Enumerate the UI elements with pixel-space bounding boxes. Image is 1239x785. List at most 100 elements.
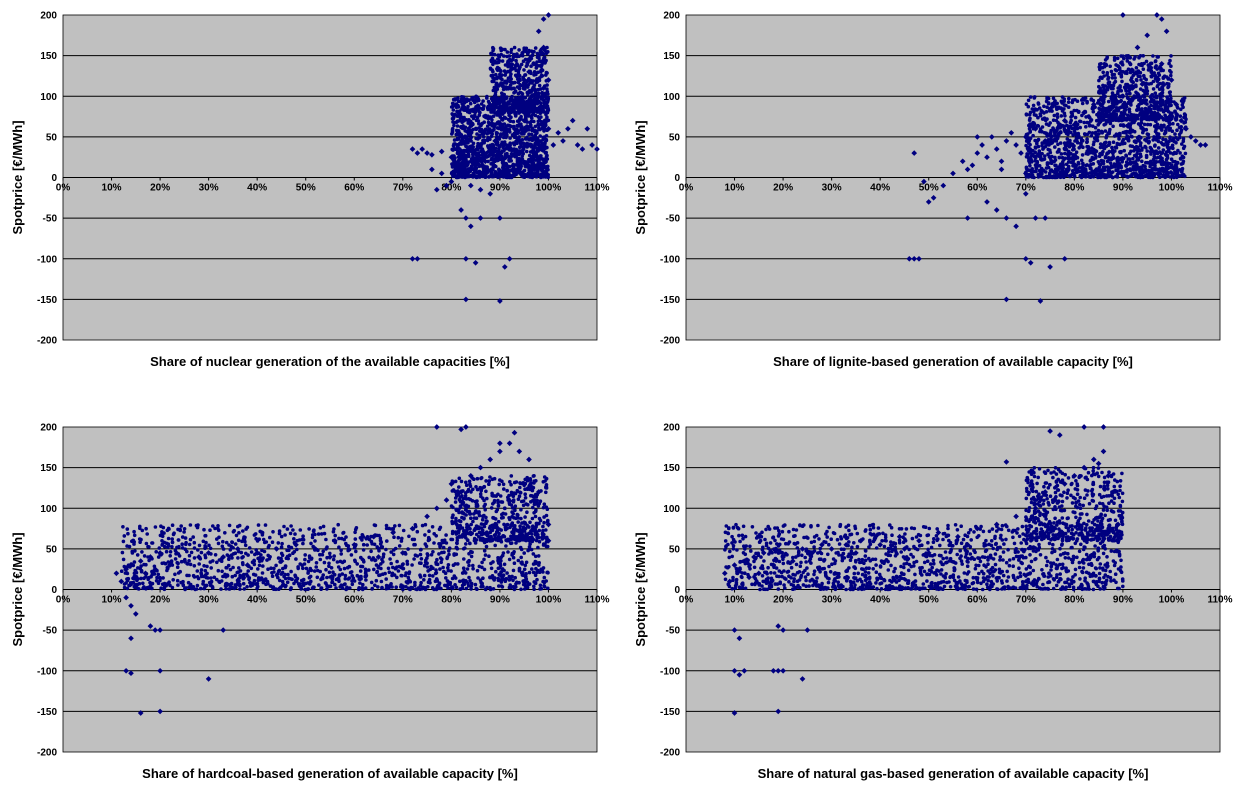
data-point: [346, 577, 351, 581]
data-point: [489, 566, 494, 571]
data-point: [1113, 79, 1118, 84]
data-point: [1182, 115, 1186, 120]
data-point: [1169, 103, 1173, 108]
data-point: [365, 543, 370, 547]
y-tick-label: -100: [660, 254, 680, 265]
data-point: [1108, 161, 1113, 165]
data-point: [384, 547, 388, 552]
data-point: [1039, 157, 1043, 161]
data-point: [1113, 149, 1117, 153]
y-axis-label: Spotprice [€/MWh]: [633, 120, 648, 234]
data-point: [511, 103, 515, 107]
data-point: [497, 120, 502, 124]
data-point: [1038, 170, 1043, 175]
data-point: [454, 120, 459, 124]
data-point: [1138, 63, 1143, 67]
data-point: [1105, 118, 1110, 122]
data-point: [490, 68, 495, 72]
data-point: [474, 156, 479, 160]
data-point: [474, 586, 479, 591]
data-point: [520, 130, 524, 135]
data-point: [539, 147, 544, 151]
data-point: [1028, 163, 1032, 168]
data-point: [1144, 139, 1149, 143]
data-point: [219, 587, 223, 591]
data-point: [1163, 175, 1167, 180]
data-point: [1041, 147, 1045, 151]
data-point: [1086, 145, 1091, 149]
data-point: [175, 560, 179, 565]
data-point: [279, 545, 284, 549]
data-point: [532, 49, 536, 54]
data-point: [497, 152, 502, 157]
data-point: [1165, 95, 1169, 99]
data-point: [517, 152, 521, 157]
data-point: [1030, 167, 1034, 171]
data-point: [301, 534, 305, 538]
data-point: [195, 583, 200, 588]
data-point: [528, 96, 533, 101]
data-point: [482, 114, 487, 119]
data-point: [1077, 134, 1081, 138]
data-point: [1142, 122, 1147, 127]
data-point: [1169, 73, 1173, 78]
data-point: [1123, 86, 1128, 91]
data-point: [1111, 86, 1115, 91]
data-point: [1028, 129, 1032, 133]
data-point: [515, 148, 519, 153]
data-point: [522, 68, 526, 72]
data-point: [1099, 151, 1104, 155]
data-point: [1123, 141, 1127, 146]
data-point: [518, 159, 522, 163]
data-point: [1116, 167, 1120, 171]
data-point: [245, 525, 250, 530]
x-tick-label: 80%: [1064, 183, 1084, 194]
data-point: [331, 557, 336, 562]
data-point: [1064, 170, 1068, 175]
data-point: [176, 583, 180, 587]
data-point: [1172, 136, 1176, 141]
data-point: [513, 134, 517, 139]
data-point: [1165, 154, 1170, 159]
data-point: [1169, 96, 1173, 101]
data-point: [1058, 130, 1063, 134]
data-point: [527, 168, 531, 172]
data-point: [505, 571, 509, 575]
data-point: [1115, 56, 1120, 61]
data-point: [1149, 111, 1154, 116]
data-point: [170, 545, 174, 549]
data-point: [501, 163, 506, 168]
x-tick-label: 40%: [870, 183, 890, 194]
data-point: [456, 99, 461, 104]
data-point: [1040, 144, 1044, 148]
data-point: [534, 131, 539, 135]
data-point: [1164, 157, 1169, 162]
data-point: [467, 174, 471, 178]
data-point: [544, 134, 549, 138]
data-point: [466, 126, 471, 131]
data-point: [458, 142, 463, 146]
data-point: [545, 104, 550, 108]
data-point: [1050, 103, 1054, 107]
data-point: [539, 175, 543, 180]
data-point: [1110, 91, 1115, 95]
data-point: [370, 587, 374, 591]
data-point: [1033, 145, 1038, 149]
data-point: [496, 143, 500, 147]
data-point: [369, 580, 374, 585]
data-point: [1033, 163, 1038, 167]
data-point: [481, 150, 485, 155]
data-point: [440, 550, 444, 555]
data-point: [1059, 106, 1064, 111]
data-point: [492, 174, 497, 179]
data-point: [454, 132, 459, 137]
data-point: [531, 79, 535, 83]
data-point: [528, 175, 532, 179]
data-point: [1109, 157, 1114, 162]
data-point: [481, 135, 486, 139]
data-point: [1028, 95, 1033, 99]
x-tick-label: 90%: [490, 595, 510, 606]
data-point: [242, 587, 247, 591]
data-point: [1168, 161, 1172, 166]
